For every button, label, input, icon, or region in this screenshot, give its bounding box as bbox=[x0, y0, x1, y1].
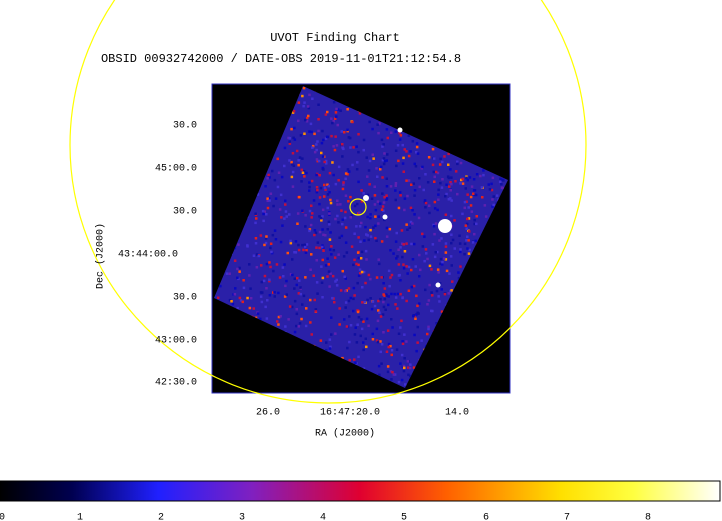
colorbar-tick-label: 5 bbox=[401, 513, 407, 521]
subtitle: OBSID 00932742000 / DATE-OBS 2019-11-01T… bbox=[101, 52, 461, 66]
y-tick-label: 43:44:00.0 bbox=[118, 250, 178, 261]
colorbar-tick-label: 0 bbox=[0, 513, 5, 521]
star bbox=[435, 282, 441, 288]
colorbar-tick-label: 6 bbox=[483, 513, 489, 521]
x-tick-label: 26.0 bbox=[256, 408, 280, 419]
error-circle bbox=[69, 0, 587, 404]
target-circle bbox=[349, 198, 367, 216]
star bbox=[363, 195, 369, 201]
star bbox=[382, 214, 388, 220]
x-tick-label: 16:47:20.0 bbox=[320, 408, 380, 419]
y-tick-label: 43:00.0 bbox=[155, 336, 197, 347]
y-axis-label: Dec (J2000) bbox=[95, 223, 107, 289]
exposure-field bbox=[214, 86, 508, 388]
colorbar-tick-label: 7 bbox=[564, 513, 570, 521]
x-tick-label: 14.0 bbox=[445, 408, 469, 419]
bright-star bbox=[438, 219, 452, 233]
y-tick-label: 30.0 bbox=[173, 293, 197, 304]
title: UVOT Finding Chart bbox=[270, 31, 400, 45]
colorbar-tick-label: 2 bbox=[158, 513, 164, 521]
colorbar-tick-label: 1 bbox=[77, 513, 83, 521]
x-axis-label: RA (J2000) bbox=[315, 428, 375, 440]
star bbox=[397, 127, 403, 133]
y-tick-label: 30.0 bbox=[173, 121, 197, 132]
colorbar bbox=[0, 480, 721, 502]
colorbar-tick-label: 3 bbox=[239, 513, 245, 521]
colorbar-tick-label: 8 bbox=[645, 513, 651, 521]
y-tick-label: 45:00.0 bbox=[155, 164, 197, 175]
colorbar-tick-label: 4 bbox=[320, 513, 326, 521]
y-tick-label: 42:30.0 bbox=[155, 378, 197, 389]
y-tick-label: 30.0 bbox=[173, 207, 197, 218]
